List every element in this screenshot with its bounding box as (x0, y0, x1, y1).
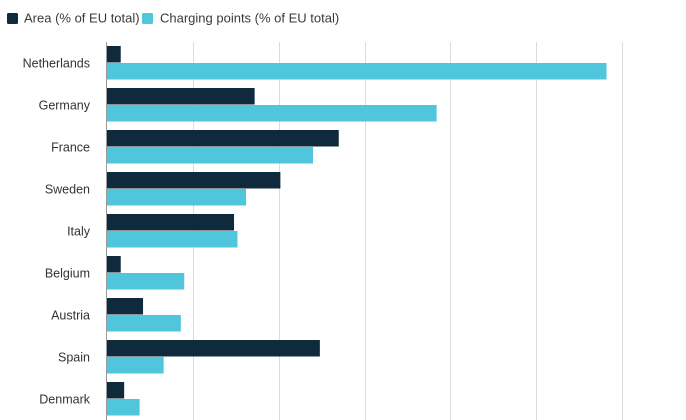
legend-label-area: Area (% of EU total) (24, 11, 140, 26)
bar-charging-netherlands[interactable] (107, 63, 607, 80)
bar-area-belgium[interactable] (107, 256, 121, 273)
category-labels: Netherlands Germany France Sweden Italy Belgi… (23, 57, 91, 407)
bar-charging-spain[interactable] (107, 357, 164, 374)
category-label-italy: Italy (67, 225, 91, 239)
category-label-austria: Austria (51, 309, 90, 323)
bar-area-netherlands[interactable] (107, 46, 121, 63)
bar-area-sweden[interactable] (107, 172, 281, 189)
bar-charging-belgium[interactable] (107, 273, 185, 290)
bars (107, 46, 607, 416)
category-label-belgium: Belgium (45, 267, 90, 281)
category-label-spain: Spain (58, 351, 90, 365)
category-label-germany: Germany (39, 99, 91, 113)
legend-item-charging[interactable]: Charging points (% of EU total) (142, 11, 339, 26)
category-label-sweden: Sweden (45, 183, 90, 197)
bar-area-italy[interactable] (107, 214, 235, 231)
bar-charging-sweden[interactable] (107, 189, 247, 206)
category-label-denmark: Denmark (39, 393, 90, 407)
legend-swatch-area (7, 13, 18, 24)
bar-charging-germany[interactable] (107, 105, 437, 122)
bar-area-denmark[interactable] (107, 382, 125, 399)
bar-charging-france[interactable] (107, 147, 313, 164)
bar-area-france[interactable] (107, 130, 339, 147)
legend-item-area[interactable]: Area (% of EU total) (7, 11, 140, 26)
category-label-netherlands: Netherlands (23, 57, 90, 71)
gridlines (193, 42, 623, 420)
bar-charging-denmark[interactable] (107, 399, 140, 416)
legend-label-charging: Charging points (% of EU total) (160, 11, 339, 26)
category-label-france: France (51, 141, 90, 155)
legend-swatch-charging (142, 13, 153, 24)
bar-charging-italy[interactable] (107, 231, 238, 248)
legend: Area (% of EU total) Charging points (% … (7, 11, 339, 26)
bar-charging-austria[interactable] (107, 315, 181, 332)
bar-area-austria[interactable] (107, 298, 144, 315)
bar-area-spain[interactable] (107, 340, 320, 357)
bar-area-germany[interactable] (107, 88, 255, 105)
